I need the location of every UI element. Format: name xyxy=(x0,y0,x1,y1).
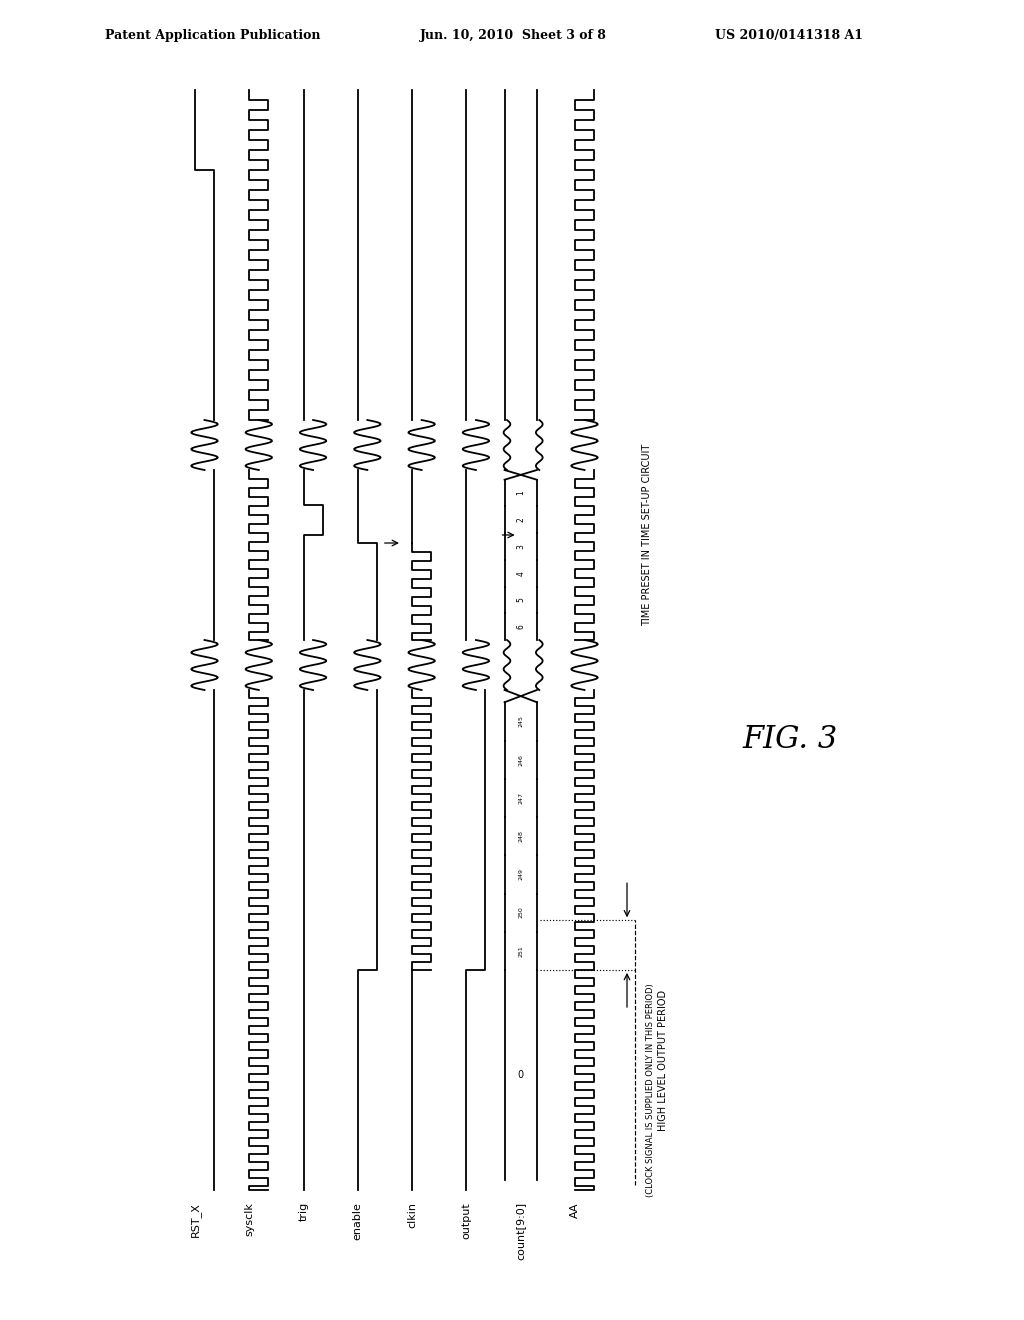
Text: sysclk: sysclk xyxy=(245,1203,254,1236)
Text: Patent Application Publication: Patent Application Publication xyxy=(105,29,321,41)
Text: 2: 2 xyxy=(516,517,525,523)
Text: (CLOCK SIGNAL IS SUPPLIED ONLY IN THIS PERIOD): (CLOCK SIGNAL IS SUPPLIED ONLY IN THIS P… xyxy=(645,983,654,1197)
Text: trig: trig xyxy=(299,1203,308,1221)
Text: 1: 1 xyxy=(516,491,525,495)
Text: 6: 6 xyxy=(516,624,525,630)
Text: US 2010/0141318 A1: US 2010/0141318 A1 xyxy=(715,29,863,41)
Text: 251: 251 xyxy=(518,945,523,957)
Text: HIGH LEVEL OUTPUT PERIOD: HIGH LEVEL OUTPUT PERIOD xyxy=(658,990,668,1130)
Text: AA: AA xyxy=(570,1203,580,1217)
Text: 246: 246 xyxy=(518,754,523,766)
Text: TIME PRESET IN TIME SET-UP CIRCUIT: TIME PRESET IN TIME SET-UP CIRCUIT xyxy=(642,444,652,626)
Text: 4: 4 xyxy=(516,570,525,576)
Text: 248: 248 xyxy=(518,830,523,842)
Text: count[9:0]: count[9:0] xyxy=(516,1203,525,1261)
Text: Jun. 10, 2010  Sheet 3 of 8: Jun. 10, 2010 Sheet 3 of 8 xyxy=(420,29,607,41)
Text: RST_X: RST_X xyxy=(189,1203,201,1237)
Text: 0: 0 xyxy=(518,1071,524,1080)
Text: clkin: clkin xyxy=(408,1203,417,1228)
Text: 3: 3 xyxy=(516,544,525,549)
Text: enable: enable xyxy=(353,1203,362,1239)
Text: 249: 249 xyxy=(518,869,523,880)
Text: 245: 245 xyxy=(518,715,523,727)
Text: 250: 250 xyxy=(518,907,523,919)
Text: 247: 247 xyxy=(518,792,523,804)
Text: output: output xyxy=(462,1203,471,1238)
Text: FIG. 3: FIG. 3 xyxy=(742,725,838,755)
Text: 5: 5 xyxy=(516,598,525,602)
